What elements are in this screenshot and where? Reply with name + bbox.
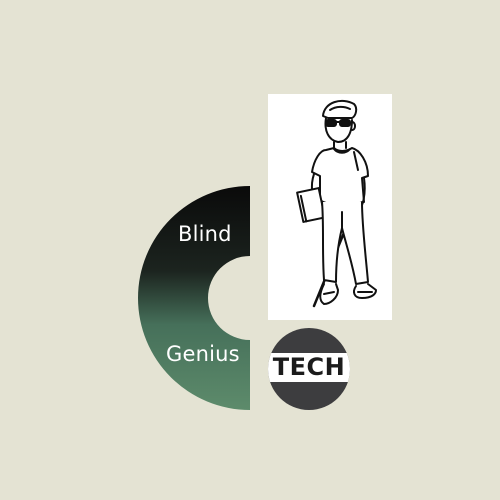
tech-badge-text: TECH (272, 353, 346, 381)
half-ring-shape (138, 186, 250, 410)
logo-word-blind: Blind (178, 222, 232, 246)
illustration-panel (268, 94, 392, 320)
logo-word-genius: Genius (166, 342, 240, 366)
person-with-white-cane-icon (296, 99, 377, 308)
tech-band (268, 353, 350, 382)
tech-badge: TECH (268, 328, 350, 410)
